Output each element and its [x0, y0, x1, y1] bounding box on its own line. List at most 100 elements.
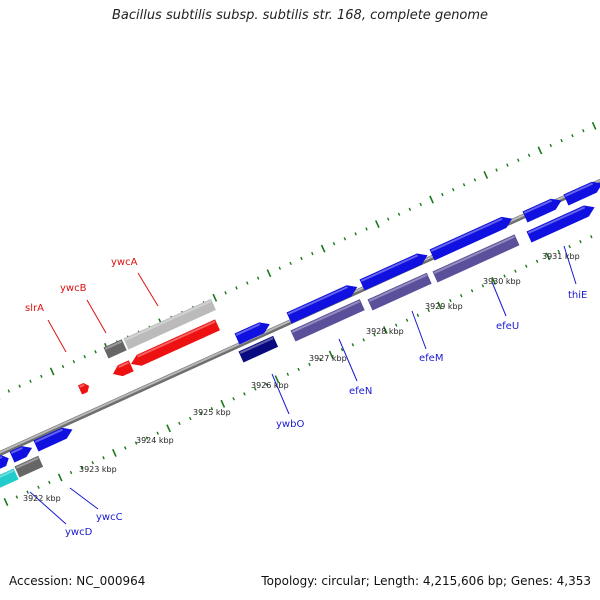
gene-label-ywcD: ywcD	[65, 527, 93, 538]
gene-arrow-efeU-highlight	[433, 235, 515, 274]
gene-arrow-highlight	[0, 469, 14, 478]
gene-labels: slrA ywcB ywcA ywbO efeN efeM efeU thiE …	[25, 257, 587, 538]
tick	[340, 348, 344, 352]
tick	[408, 207, 412, 211]
tick	[26, 490, 29, 494]
tick	[235, 286, 238, 290]
tick	[354, 232, 357, 236]
tick	[266, 269, 272, 278]
tick	[3, 498, 9, 506]
gene-arrow	[234, 322, 270, 345]
scale-label: 3922 kbp	[23, 494, 61, 503]
tick	[80, 465, 84, 470]
tick	[517, 158, 520, 162]
tick	[18, 384, 21, 388]
tick	[178, 421, 181, 426]
gene-arrow-efeN-highlight	[291, 300, 361, 333]
tick	[365, 227, 368, 231]
tick	[37, 485, 40, 489]
gene-arrow-highlight	[0, 455, 3, 459]
tick	[514, 269, 517, 273]
tick	[473, 178, 477, 182]
gene-arrow-ywbO-highlight	[239, 337, 274, 354]
gene-arrow	[9, 446, 33, 463]
gene-label-ywbO: ywbO	[276, 419, 304, 430]
gene-arrow-rRNA	[131, 319, 221, 366]
gene-label-thiE: thiE	[568, 290, 587, 301]
tick	[254, 387, 257, 391]
gene-arrow-small	[77, 382, 90, 395]
tick	[590, 235, 593, 239]
gene-arrow-efeM-highlight	[368, 274, 428, 302]
tick	[527, 153, 531, 157]
scale-label: 3926 kbp	[251, 381, 289, 390]
gene-arrow-ywbO	[238, 335, 279, 363]
tick	[220, 399, 226, 408]
tick	[94, 350, 97, 354]
tick	[274, 375, 280, 384]
scale-label: 3928 kbp	[366, 327, 404, 336]
tick	[470, 289, 474, 293]
gene-arrow-ywcB	[103, 339, 127, 359]
gene-arrow-thiE	[526, 205, 595, 243]
tick	[48, 480, 51, 485]
gene-label-ywcC: ywcC	[96, 512, 123, 523]
tick	[210, 407, 214, 411]
tick	[224, 291, 227, 295]
tick	[394, 323, 398, 327]
gene-arrow-rRNA-highlight	[137, 320, 216, 358]
tick	[243, 392, 246, 396]
tick	[405, 318, 409, 322]
tick	[145, 436, 149, 440]
map-title: Bacillus subtilis subsp. subtilis str. 1…	[111, 8, 489, 23]
tick	[382, 326, 388, 335]
tick	[549, 143, 553, 148]
tick	[189, 416, 192, 421]
gene-arrow-highlight	[15, 457, 39, 469]
connector-efeM	[411, 310, 427, 350]
tick	[91, 461, 94, 465]
gene-arrow	[563, 181, 600, 206]
tick	[166, 424, 171, 433]
tick	[568, 244, 571, 249]
scale-label: 3925 kbp	[193, 408, 231, 417]
scale-label: 3930 kbp	[483, 277, 521, 286]
connector-ywcC	[69, 487, 99, 510]
tick	[459, 294, 463, 298]
tick	[582, 129, 585, 133]
gene-arrow-highlight	[10, 446, 23, 454]
tick	[278, 266, 282, 270]
tick	[40, 374, 43, 379]
tick	[579, 239, 582, 244]
gene-arrow	[359, 253, 428, 291]
gene-arrow-highlight	[523, 199, 552, 214]
tick	[343, 237, 347, 241]
tick	[535, 259, 539, 263]
gene-arrow-small-highlight	[79, 383, 85, 388]
tick	[308, 362, 311, 367]
gene-arrow-highlight	[235, 323, 261, 336]
gene-arrow-slrA-highlight	[118, 361, 130, 368]
label-connectors	[29, 245, 577, 525]
tick	[300, 256, 303, 261]
gene-arrow-highlight	[564, 182, 593, 197]
gene-label-ywcA: ywcA	[111, 257, 138, 268]
tick	[29, 379, 32, 383]
tick	[134, 441, 138, 445]
tick	[319, 357, 322, 362]
connector-ywbO	[271, 373, 290, 415]
tick	[256, 276, 260, 280]
gene-arrow-efeU	[432, 234, 520, 283]
tick	[386, 217, 390, 221]
accession-info: Accession: NC_000964	[9, 574, 146, 588]
gene-label-efeM: efeM	[419, 353, 443, 364]
tick	[429, 195, 434, 204]
tick	[449, 298, 452, 303]
gene-arrow-highlight	[34, 428, 63, 443]
tick	[373, 333, 376, 337]
scale-labels: 3922 kbp 3923 kbp 3924 kbp 3925 kbp 3926…	[23, 252, 580, 503]
tick	[212, 293, 218, 302]
connector-thiE	[563, 245, 577, 285]
tick	[525, 264, 528, 268]
